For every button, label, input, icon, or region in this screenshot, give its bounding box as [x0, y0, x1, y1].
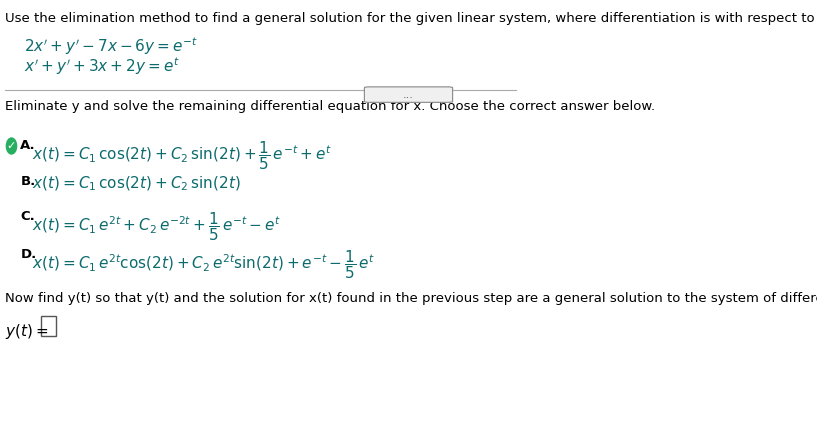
Text: $x(t) = C_1\,e^{2t}+C_2\,e^{-2t}+\dfrac{1}{5}\,e^{-t}-e^{t}$: $x(t) = C_1\,e^{2t}+C_2\,e^{-2t}+\dfrac{… — [32, 210, 281, 243]
Text: $x(t) = C_1\,e^{2t}\cos(2t)+C_2\,e^{2t}\sin(2t)+e^{-t}-\dfrac{1}{5}\,e^{t}$: $x(t) = C_1\,e^{2t}\cos(2t)+C_2\,e^{2t}\… — [32, 248, 375, 281]
Text: Now find y(t) so that y(t) and the solution for x(t) found in the previous step : Now find y(t) so that y(t) and the solut… — [5, 292, 817, 305]
Text: $x'+y'+3x+2y = e^{t}$: $x'+y'+3x+2y = e^{t}$ — [25, 55, 180, 77]
Text: D.: D. — [20, 248, 37, 261]
Text: $2x'+y'-7x-6y = e^{-t}$: $2x'+y'-7x-6y = e^{-t}$ — [25, 35, 199, 57]
Text: $x(t) = C_1\,\cos(2t)+C_2\,\sin(2t)$: $x(t) = C_1\,\cos(2t)+C_2\,\sin(2t)$ — [32, 175, 241, 194]
Text: $x(t) = C_1\,\cos(2t)+C_2\,\sin(2t)+\dfrac{1}{5}\,e^{-t}+e^{t}$: $x(t) = C_1\,\cos(2t)+C_2\,\sin(2t)+\dfr… — [32, 139, 332, 172]
Text: ✓: ✓ — [7, 141, 16, 151]
Text: Eliminate y and solve the remaining differential equation for x. Choose the corr: Eliminate y and solve the remaining diff… — [5, 100, 655, 113]
FancyBboxPatch shape — [364, 87, 453, 102]
Text: A.: A. — [20, 139, 36, 152]
Text: Use the elimination method to find a general solution for the given linear syste: Use the elimination method to find a gen… — [5, 12, 817, 25]
Circle shape — [7, 138, 16, 154]
Text: $y(t) =$: $y(t) =$ — [5, 322, 48, 341]
FancyBboxPatch shape — [41, 316, 56, 336]
Text: B.: B. — [20, 175, 36, 188]
Text: ...: ... — [403, 89, 414, 100]
Text: C.: C. — [20, 210, 35, 223]
